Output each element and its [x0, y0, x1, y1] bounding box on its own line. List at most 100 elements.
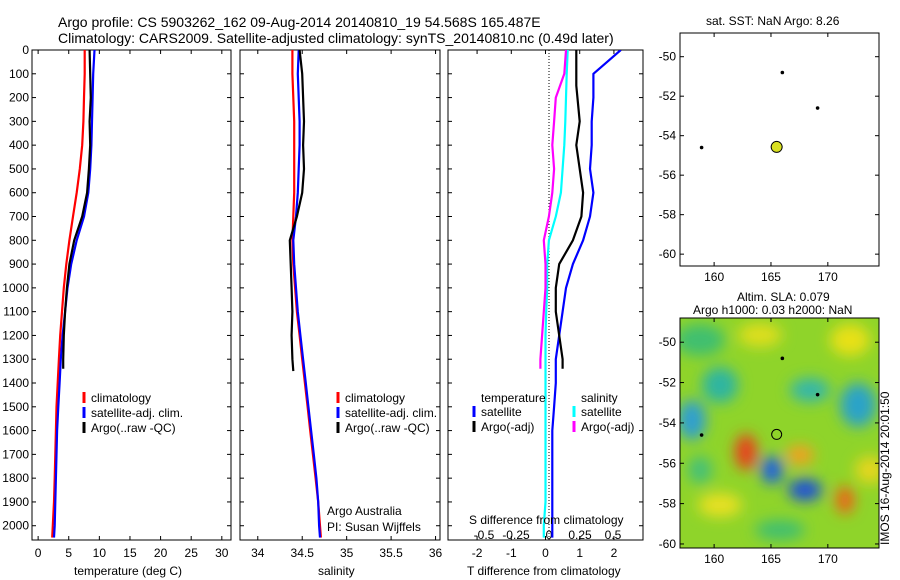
- map-y-tick-label: -52: [659, 89, 677, 103]
- legend-label: satellite: [481, 405, 522, 419]
- depth-tick-label: 100: [9, 67, 29, 81]
- series-line-argo-adj-: [539, 50, 568, 369]
- difference-top-label: S difference from climatology: [469, 513, 624, 527]
- temperature-depth-ticks: 0 100 200 300 400 500 600 700 800 900 1000 1100 1200…: [2, 43, 231, 533]
- difference-xlabel: T difference from climatology: [467, 564, 621, 578]
- map-y-tick-label: -54: [659, 129, 677, 143]
- sst-map: sat. SST: NaN Argo: 8.26 160 165 170 -50 -52…: [659, 14, 880, 284]
- salinity-diff-tick-label: 0.5: [605, 528, 622, 542]
- sla-blob: [761, 456, 783, 484]
- legend-label: climatology: [91, 391, 151, 405]
- salinity-diff-tick-label: -0.25: [502, 528, 530, 542]
- map-y-tick-label: -60: [659, 537, 677, 551]
- map-profile-marker: [771, 428, 783, 440]
- temperature-panel: 0100200300400500600700800900100011001200…: [2, 43, 232, 578]
- sla-blob: [786, 445, 814, 465]
- map-other-float: [780, 356, 785, 361]
- x-tick-label: 2: [611, 546, 618, 560]
- x-tick-label: 0: [542, 546, 549, 560]
- map-other-float: [699, 433, 704, 437]
- map-x-tick-label: 160: [704, 270, 724, 284]
- difference-x-ticks: -2 -1 0 1 2: [472, 50, 618, 560]
- salinity-annotation-pi: PI: Susan Wijffels: [327, 520, 421, 534]
- salinity-diff-tick-label: 0.25: [568, 528, 592, 542]
- sla-map-ticks: 160 165 170 -50 -52 -54 -56 -58 -60: [659, 318, 879, 566]
- sla-blob: [688, 456, 712, 484]
- salinity-x-ticks: 34 34.5 35 35.5 36: [251, 50, 443, 560]
- x-tick-label: 20: [154, 546, 168, 560]
- depth-tick-label: 200: [9, 91, 29, 105]
- figure-title-line1: Argo profile: CS 5903262_162 09-Aug-2014…: [58, 14, 541, 30]
- legend-label: Argo(..raw -QC): [91, 421, 176, 435]
- legend-label: Argo(-adj): [581, 420, 634, 434]
- temperature-series: [51, 50, 96, 538]
- x-tick-label: 34: [251, 546, 265, 560]
- sla-blob: [680, 400, 706, 440]
- x-tick-label: 34.5: [291, 546, 315, 560]
- series-line-satellite: [551, 50, 622, 538]
- sla-blob: [702, 367, 738, 403]
- sla-blob: [738, 323, 782, 347]
- map-x-tick-label: 170: [818, 270, 838, 284]
- temperature-x-ticks: 0 5 10 15 20 25 30: [35, 50, 229, 560]
- depth-tick-label: 1800: [2, 471, 29, 485]
- sla-map-title-line2: Argo h1000: 0.03 h2000: NaN: [693, 303, 852, 317]
- legend-label: climatology: [345, 391, 405, 405]
- sla-blob: [788, 479, 822, 501]
- map-other-float: [699, 145, 704, 150]
- depth-tick-label: 1100: [3, 305, 29, 319]
- salinity-axes: [239, 49, 441, 541]
- salinity-annotation-org: Argo Australia: [327, 504, 402, 518]
- sla-map-floats: [699, 356, 820, 440]
- map-y-tick-label: -58: [659, 208, 677, 222]
- sla-map-axes: [679, 317, 880, 549]
- sla-blob: [790, 378, 830, 402]
- depth-tick-label: 1900: [2, 495, 29, 509]
- map-x-tick-label: 160: [704, 552, 724, 566]
- difference-depth-ticks: [448, 49, 643, 527]
- difference-panel: -2 -1 0 1 2 -0.5 -0.25 0 0.25 0.5 temperature sal…: [447, 49, 644, 578]
- sst-map-ticks: 160 165 170 -50 -52 -54 -56 -58 -60: [659, 33, 879, 284]
- map-profile-marker: [770, 140, 783, 153]
- map-other-float: [780, 70, 785, 75]
- legend-group-title: temperature: [481, 391, 546, 405]
- depth-tick-label: 1500: [2, 400, 29, 414]
- salinity-panel: 34 34.5 35 35.5 36 climatologysatellite-adj.…: [239, 49, 443, 578]
- series-line-satellite: [542, 50, 569, 538]
- sla-map-title-line1: Altim. SLA: 0.079: [737, 290, 830, 304]
- map-y-tick-label: -56: [659, 456, 677, 470]
- sla-blob: [755, 520, 805, 540]
- depth-tick-label: 800: [9, 233, 29, 247]
- map-x-tick-label: 165: [761, 552, 781, 566]
- sla-map: Altim. SLA: 0.079 Argo h1000: 0.03 h2000…: [659, 290, 892, 566]
- depth-tick-label: 2000: [2, 519, 29, 533]
- sla-blob: [836, 486, 854, 514]
- map-x-tick-label: 165: [761, 270, 781, 284]
- map-y-tick-label: -54: [659, 416, 677, 430]
- temperature-axes: [31, 49, 232, 541]
- map-y-tick-label: -56: [659, 168, 677, 182]
- legend-group-title: salinity: [581, 391, 618, 405]
- map-y-tick-label: -52: [659, 376, 677, 390]
- sst-map-title: sat. SST: NaN Argo: 8.26: [706, 14, 840, 28]
- difference-series: [539, 50, 622, 538]
- depth-tick-label: 1000: [2, 281, 29, 295]
- salinity-series: [288, 50, 322, 538]
- depth-tick-label: 0: [22, 43, 29, 57]
- legend-label: Argo(-adj): [481, 420, 534, 434]
- legend-label: Argo(..raw -QC): [345, 421, 430, 435]
- salinity-diff-tick-label: 0: [546, 528, 553, 542]
- sla-anomaly-blobs: [680, 323, 879, 540]
- x-tick-label: 30: [215, 546, 229, 560]
- x-tick-label: 35: [340, 546, 354, 560]
- series-line-argo-raw-qc-: [288, 50, 306, 372]
- depth-tick-label: 300: [9, 114, 29, 128]
- depth-tick-label: 1700: [2, 447, 29, 461]
- series-line-argo-adj-: [554, 50, 585, 369]
- x-tick-label: 25: [185, 546, 199, 560]
- depth-tick-label: 900: [9, 257, 29, 271]
- depth-tick-label: 700: [9, 210, 29, 224]
